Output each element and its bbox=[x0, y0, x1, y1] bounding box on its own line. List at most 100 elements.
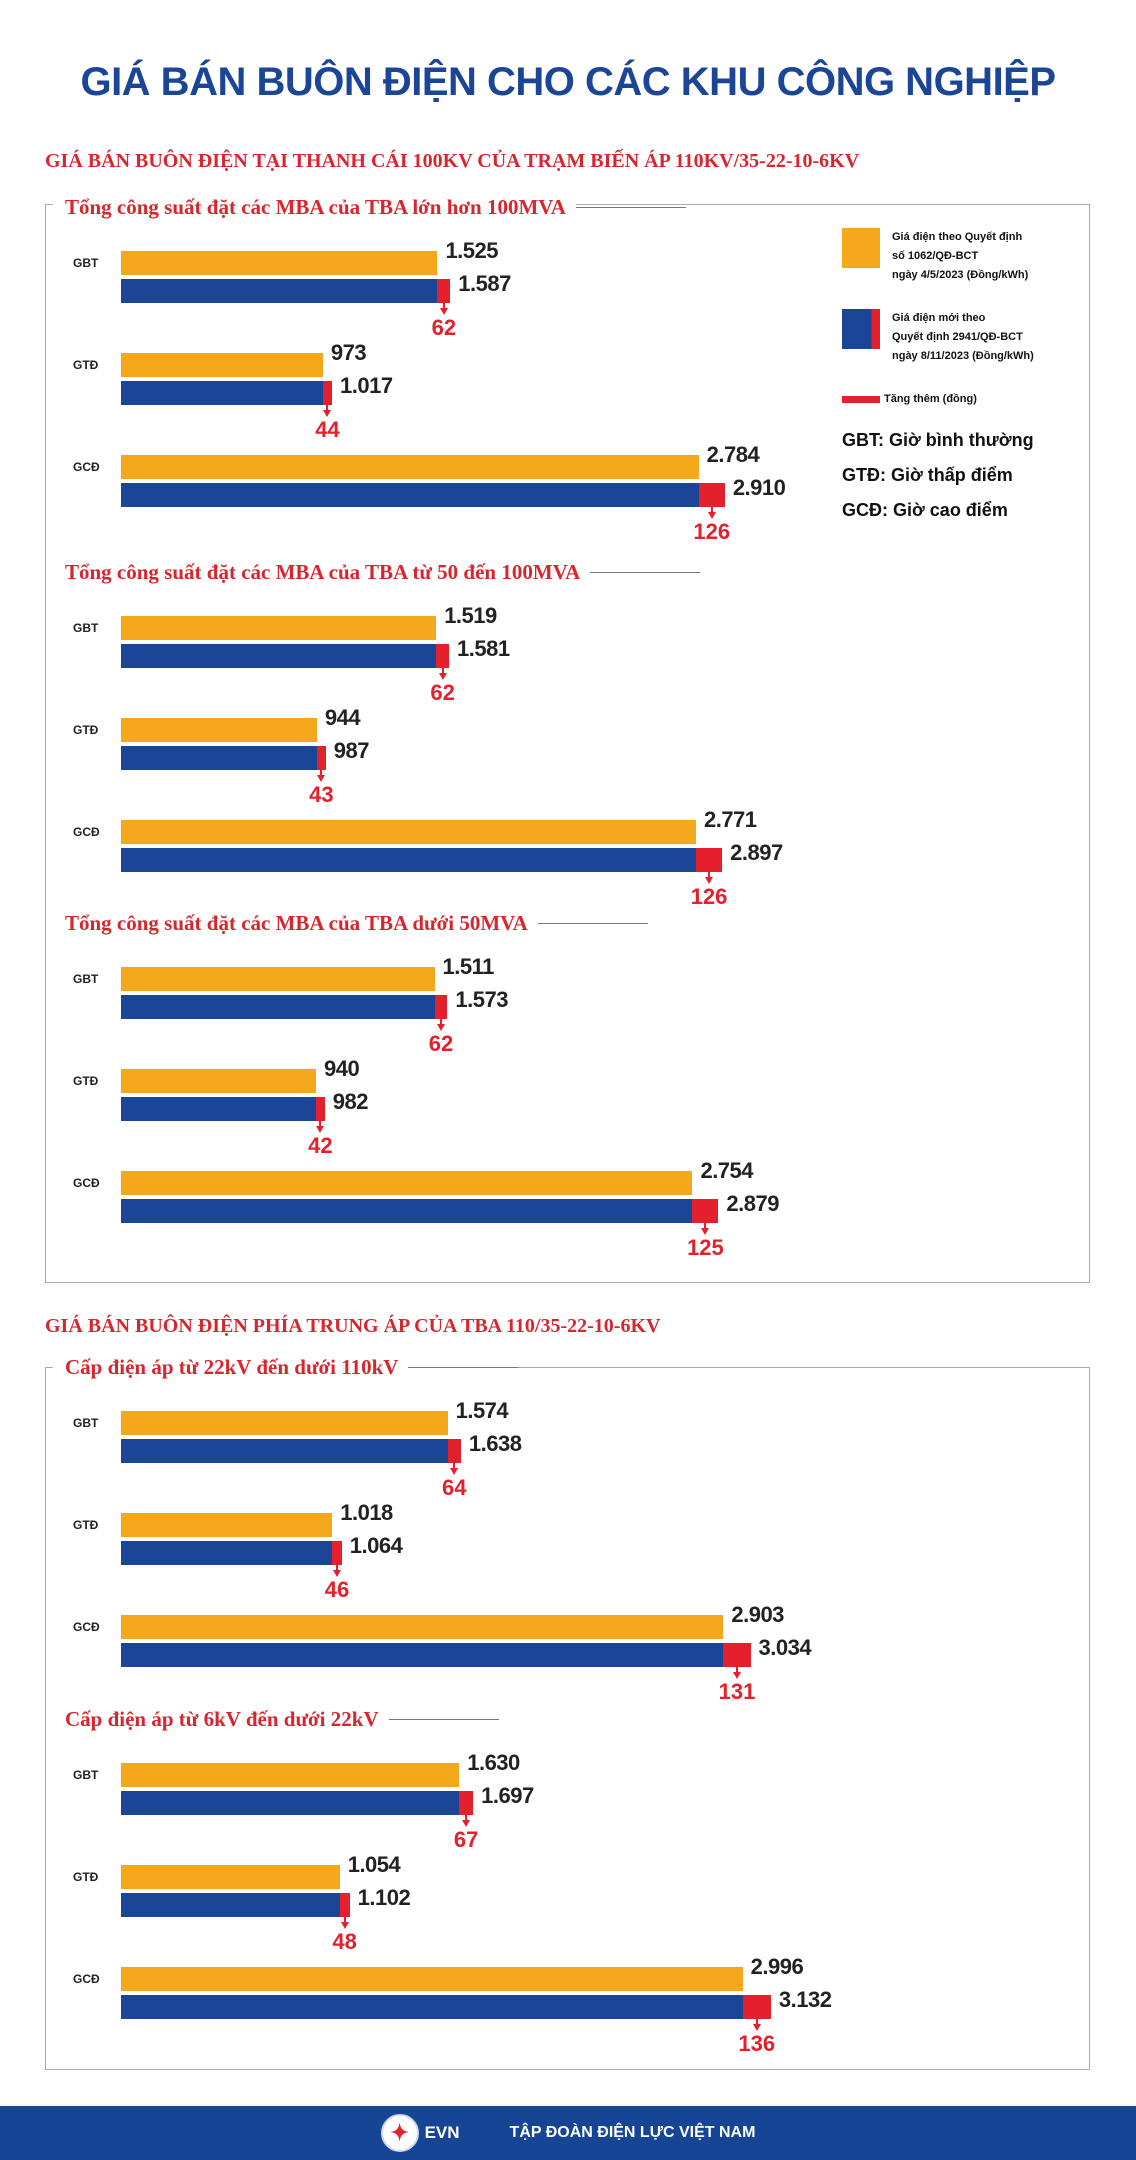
legend-new-label: Giá điện mới theo Quyết định 2941/QĐ-BCT… bbox=[892, 312, 1034, 362]
value-old-price: 2.784 bbox=[706, 442, 760, 467]
bar-old-price bbox=[121, 353, 323, 377]
bar-increase bbox=[692, 1199, 719, 1223]
legend-abbr-gtd: GTĐ: Giờ thấp điểm bbox=[842, 465, 1013, 485]
increase-arrow-icon bbox=[317, 775, 326, 782]
increase-arrow-icon bbox=[707, 512, 716, 519]
value-increase: 62 bbox=[430, 680, 455, 705]
bar-increase bbox=[339, 1893, 350, 1917]
increase-arrow-stem bbox=[326, 405, 329, 411]
increase-arrow-stem bbox=[320, 770, 323, 776]
evn-logo-icon: ✦ bbox=[380, 2114, 419, 2152]
bar-increase bbox=[316, 1097, 325, 1121]
value-new-price: 1.017 bbox=[340, 373, 393, 398]
increase-arrow-icon bbox=[323, 410, 332, 417]
bar-increase bbox=[332, 1541, 342, 1565]
heading-rule bbox=[537, 923, 648, 924]
group-heading: Tổng công suất đặt các MBA của TBA lớn h… bbox=[53, 195, 686, 220]
increase-arrow-icon bbox=[316, 1126, 325, 1133]
value-increase: 62 bbox=[428, 1031, 454, 1056]
row-label: GCĐ bbox=[73, 460, 100, 474]
value-old-price: 1.519 bbox=[444, 603, 497, 628]
row-label: GTĐ bbox=[73, 1870, 99, 1884]
bar-new-price bbox=[121, 1791, 460, 1815]
value-old-price: 944 bbox=[324, 705, 361, 730]
heading-rule bbox=[408, 1367, 519, 1368]
value-increase: 48 bbox=[332, 1929, 357, 1954]
bar-increase bbox=[437, 279, 451, 303]
legend-swatch-increase bbox=[842, 396, 880, 403]
increase-arrow-icon bbox=[333, 1570, 341, 1577]
bar-new-price bbox=[121, 1439, 448, 1463]
legend-swatch-new bbox=[842, 309, 880, 349]
row-label: GCĐ bbox=[73, 1176, 100, 1190]
value-old-price: 1.054 bbox=[347, 1852, 401, 1877]
bar-old-price bbox=[121, 820, 696, 844]
legend-increase-label: Tăng thêm (đồng) bbox=[884, 393, 977, 405]
bar-increase bbox=[459, 1791, 474, 1815]
value-increase: 126 bbox=[690, 884, 728, 909]
group-heading: Tổng công suất đặt các MBA của TBA dưới … bbox=[53, 911, 648, 936]
value-new-price: 1.102 bbox=[357, 1885, 411, 1910]
value-new-price: 1.581 bbox=[457, 636, 510, 661]
value-new-price: 1.697 bbox=[481, 1783, 534, 1808]
increase-arrow-stem bbox=[735, 1667, 738, 1673]
legend-swatch-old bbox=[842, 228, 880, 268]
value-old-price: 973 bbox=[330, 340, 367, 365]
value-increase: 43 bbox=[309, 782, 334, 807]
increase-arrow-stem bbox=[441, 668, 444, 674]
footer-logo-text: EVN bbox=[424, 2123, 460, 2142]
increase-arrow-icon bbox=[705, 877, 714, 884]
value-old-price: 1.018 bbox=[340, 1500, 393, 1525]
increase-arrow-stem bbox=[704, 1223, 707, 1229]
bar-increase bbox=[322, 381, 333, 405]
value-increase: 125 bbox=[687, 1235, 724, 1260]
increase-arrow-icon bbox=[439, 308, 448, 315]
value-old-price: 2.771 bbox=[703, 807, 757, 832]
bar-new-price bbox=[121, 1097, 317, 1121]
increase-arrow-icon bbox=[701, 1228, 710, 1235]
legend-old-label: Giá điện theo Quyết định số 1062/QĐ-BCT … bbox=[892, 231, 1029, 281]
group-title: Tổng công suất đặt các MBA của TBA từ 50… bbox=[53, 560, 591, 585]
row-label: GTĐ bbox=[73, 723, 99, 737]
increase-arrow-stem bbox=[336, 1565, 338, 1571]
bar-increase bbox=[316, 746, 326, 770]
legend-old-price: Giá điện theo Quyết định số 1062/QĐ-BCT … bbox=[842, 228, 1082, 285]
value-increase: 131 bbox=[718, 1679, 756, 1704]
value-increase: 46 bbox=[324, 1577, 350, 1602]
bar-old-price bbox=[121, 455, 699, 479]
value-old-price: 1.630 bbox=[467, 1750, 520, 1775]
value-increase: 62 bbox=[431, 315, 457, 340]
bar-increase bbox=[447, 1439, 461, 1463]
row-label: GCĐ bbox=[73, 1972, 100, 1986]
group-heading: Cấp điện áp từ 6kV đến dưới 22kV bbox=[53, 1707, 499, 1732]
value-increase: 42 bbox=[308, 1133, 333, 1158]
bar-new-price bbox=[121, 848, 696, 872]
value-old-price: 2.754 bbox=[700, 1158, 754, 1183]
footer-org: TẬP ĐOÀN ĐIỆN LỰC VIỆT NAM bbox=[509, 2124, 756, 2141]
bar-increase bbox=[742, 1995, 771, 2019]
bar-increase bbox=[436, 644, 450, 668]
heading-rule bbox=[575, 207, 686, 208]
row-label: GTĐ bbox=[73, 1518, 99, 1532]
bar-old-price bbox=[121, 718, 317, 742]
increase-arrow-icon bbox=[732, 1672, 741, 1679]
increase-arrow-stem bbox=[442, 303, 445, 309]
bar-old-price bbox=[121, 1069, 317, 1093]
heading-rule bbox=[388, 1719, 499, 1720]
bar-old-price bbox=[121, 1615, 724, 1639]
page-title: GIÁ BÁN BUÔN ĐIỆN CHO CÁC KHU CÔNG NGHIỆ… bbox=[80, 60, 1056, 104]
increase-arrow-stem bbox=[710, 507, 713, 513]
bar-old-price bbox=[121, 1763, 460, 1787]
bar-increase bbox=[434, 995, 448, 1019]
value-new-price: 3.034 bbox=[758, 1635, 812, 1660]
increase-arrow-stem bbox=[465, 1815, 468, 1821]
heading-rule bbox=[590, 572, 701, 573]
bar-old-price bbox=[121, 251, 438, 275]
value-new-price: 2.910 bbox=[732, 475, 786, 500]
bar-new-price bbox=[121, 995, 435, 1019]
legend-abbr-gcd: GCĐ: Giờ cao điểm bbox=[842, 500, 1008, 520]
bar-new-price bbox=[121, 1643, 724, 1667]
legend-new-price: Giá điện mới theo Quyết định 2941/QĐ-BCT… bbox=[842, 309, 1082, 366]
bar-new-price bbox=[121, 381, 323, 405]
increase-arrow-stem bbox=[439, 1019, 442, 1025]
